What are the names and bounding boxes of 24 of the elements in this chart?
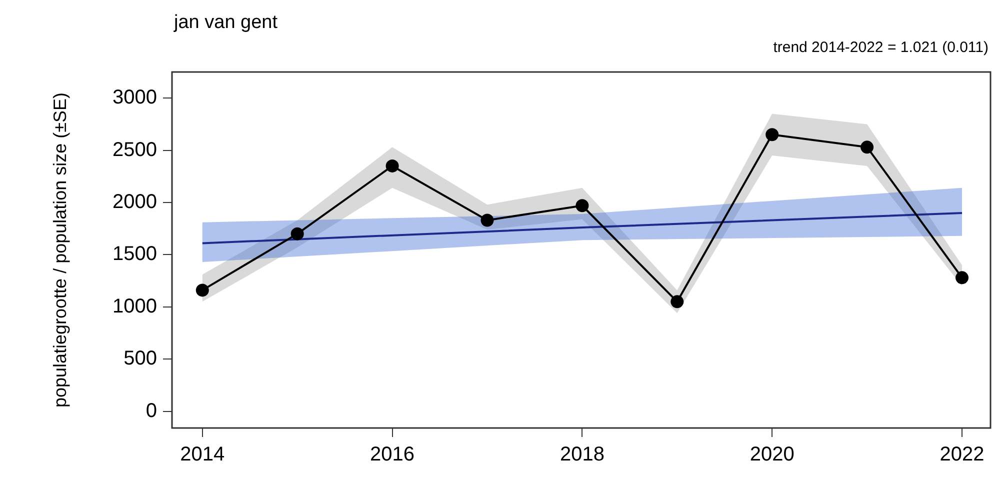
y-axis-title: populatiegrootte / population size (±SE) bbox=[50, 92, 70, 408]
chart-title: jan van gent bbox=[173, 12, 278, 33]
y-tick-label: 500 bbox=[124, 348, 157, 370]
point bbox=[290, 227, 304, 240]
x-tick-label: 2020 bbox=[750, 444, 794, 466]
y-tick-label: 2000 bbox=[112, 191, 157, 214]
x-tick-label: 2018 bbox=[560, 444, 604, 466]
x-tick-label: 2022 bbox=[940, 444, 984, 466]
point bbox=[386, 159, 399, 172]
point bbox=[576, 199, 589, 212]
x-tick-label: 2016 bbox=[370, 444, 415, 466]
y-tick-label: 1000 bbox=[112, 295, 157, 318]
point bbox=[480, 214, 494, 227]
y-tick-label: 0 bbox=[146, 400, 157, 422]
y-tick-label: 1500 bbox=[112, 243, 157, 266]
y-tick-label: 2500 bbox=[112, 138, 157, 161]
point bbox=[860, 140, 874, 154]
text: trend 2014-2022 = 1.021 (0.011) bbox=[773, 39, 988, 56]
y-tick-label: 3000 bbox=[112, 86, 157, 109]
point bbox=[956, 271, 969, 284]
point bbox=[670, 295, 684, 308]
point bbox=[766, 128, 779, 142]
point bbox=[196, 284, 209, 297]
x-tick-label: 2014 bbox=[180, 444, 225, 466]
